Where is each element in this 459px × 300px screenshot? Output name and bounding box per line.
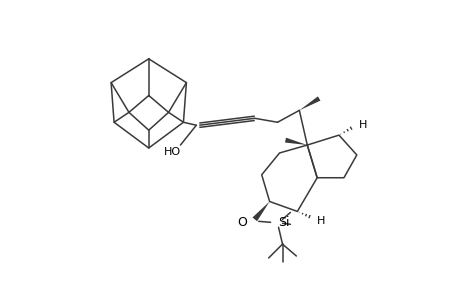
Text: Si: Si <box>278 216 290 229</box>
Text: O: O <box>236 216 246 229</box>
Text: H: H <box>358 120 366 130</box>
Text: H: H <box>317 216 325 226</box>
Polygon shape <box>284 138 307 145</box>
Polygon shape <box>252 202 269 221</box>
Polygon shape <box>299 96 320 110</box>
Text: HO: HO <box>163 147 181 157</box>
